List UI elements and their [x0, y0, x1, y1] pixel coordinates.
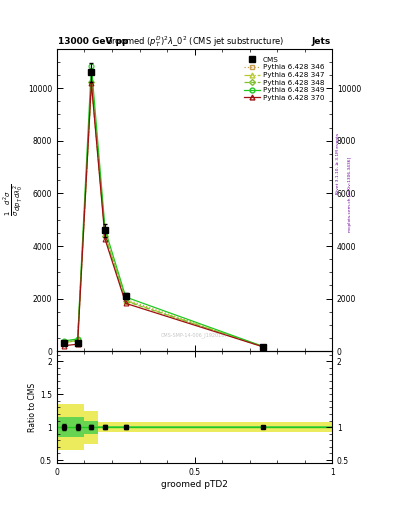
Text: Jets: Jets: [312, 37, 331, 46]
Y-axis label: $\frac{1}{\sigma}\frac{d^2\sigma}{dp_T\,d\lambda_0^2}$: $\frac{1}{\sigma}\frac{d^2\sigma}{dp_T\,…: [4, 184, 26, 216]
Title: Groomed $(p_T^D)^2\lambda\_0^2$ (CMS jet substructure): Groomed $(p_T^D)^2\lambda\_0^2$ (CMS jet…: [105, 34, 284, 49]
X-axis label: groomed pTD2: groomed pTD2: [161, 480, 228, 489]
Text: CMS-SMP-14-006_J1920187: CMS-SMP-14-006_J1920187: [161, 332, 228, 338]
Y-axis label: Ratio to CMS: Ratio to CMS: [28, 383, 37, 432]
Text: Rivet 3.1.10, ≥ 3.1M events: Rivet 3.1.10, ≥ 3.1M events: [336, 133, 340, 195]
Legend: CMS, Pythia 6.428 346, Pythia 6.428 347, Pythia 6.428 348, Pythia 6.428 349, Pyt: CMS, Pythia 6.428 346, Pythia 6.428 347,…: [242, 55, 326, 102]
Text: 13000 GeV pp: 13000 GeV pp: [58, 37, 129, 46]
Text: mcplots.cern.ch [arXiv:1306.3436]: mcplots.cern.ch [arXiv:1306.3436]: [348, 157, 352, 232]
